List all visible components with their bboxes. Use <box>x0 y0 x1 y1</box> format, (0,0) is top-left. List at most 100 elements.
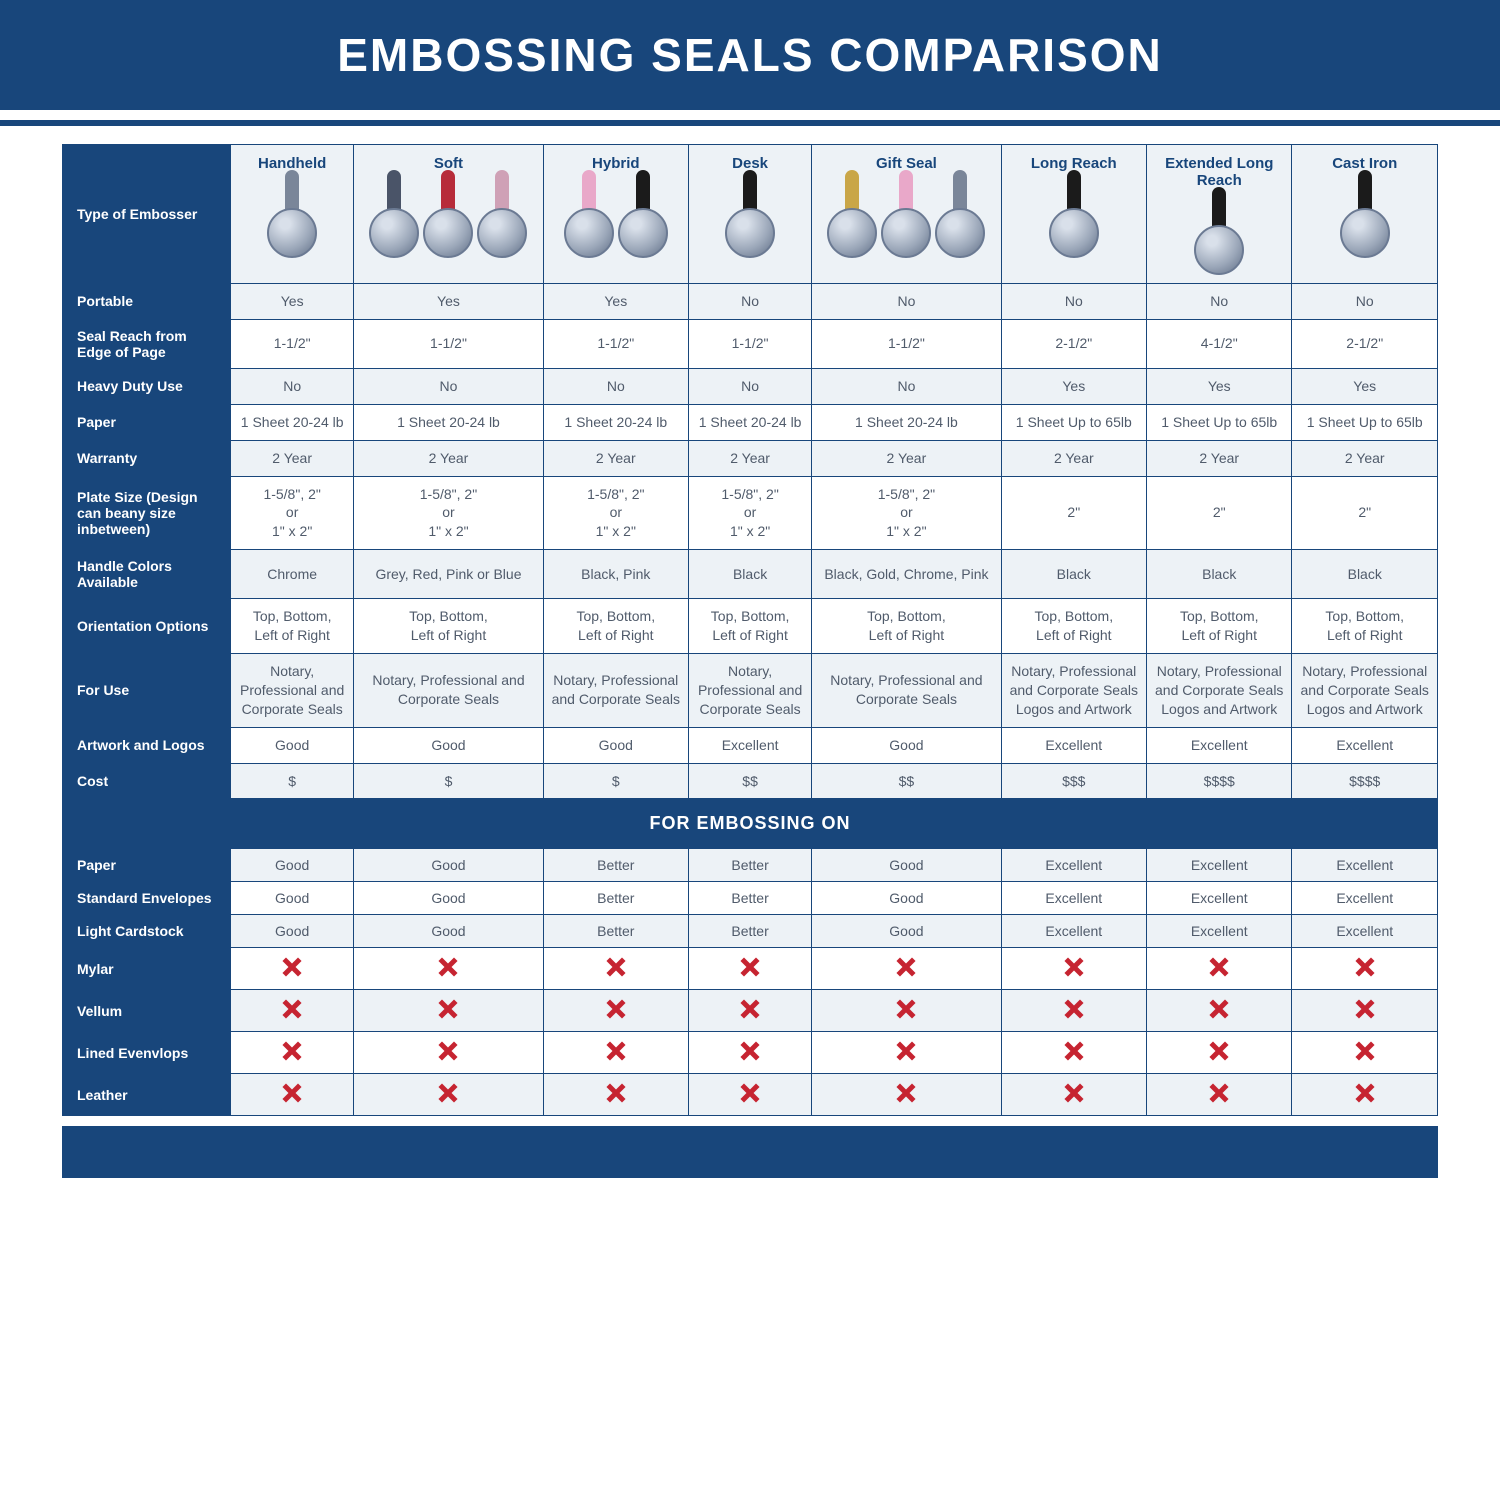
table-cell: 1 Sheet Up to 65lb <box>1292 404 1438 440</box>
table-cell <box>1147 990 1292 1032</box>
table-cell: No <box>354 368 543 404</box>
table-cell: Good <box>812 727 1001 763</box>
table-cell <box>1292 1074 1438 1116</box>
row-header: Leather <box>63 1074 231 1116</box>
table-cell <box>231 1074 354 1116</box>
table-cell: Yes <box>1147 368 1292 404</box>
table-cell: Notary, Professional and Corporate Seals… <box>1147 654 1292 728</box>
table-row: Light CardstockGoodGoodBetterBetterGoodE… <box>63 915 1438 948</box>
table-cell: No <box>1292 284 1438 320</box>
table-cell: Black <box>688 550 811 599</box>
row-header: Orientation Options <box>63 599 231 654</box>
table-cell <box>231 1032 354 1074</box>
row-header: Artwork and Logos <box>63 727 231 763</box>
table-cell: Top, Bottom,Left of Right <box>1292 599 1438 654</box>
table-cell: Notary, Professional and Corporate Seals <box>231 654 354 728</box>
table-cell: Black, Pink <box>543 550 688 599</box>
table-cell: 2 Year <box>688 440 811 476</box>
x-mark-icon <box>895 1040 917 1062</box>
table-cell <box>1147 948 1292 990</box>
table-cell: Good <box>354 882 543 915</box>
embosser-icon <box>360 180 536 258</box>
row-header: Seal Reach from Edge of Page <box>63 319 231 368</box>
x-mark-icon <box>605 1040 627 1062</box>
x-mark-icon <box>895 1082 917 1104</box>
table-cell: 1-5/8", 2"or1" x 2" <box>543 476 688 550</box>
x-mark-icon <box>437 998 459 1020</box>
table-cell <box>688 1032 811 1074</box>
table-cell: Top, Bottom,Left of Right <box>543 599 688 654</box>
table-cell: 1 Sheet Up to 65lb <box>1147 404 1292 440</box>
row-header: Vellum <box>63 990 231 1032</box>
table-row: Orientation Options Top, Bottom,Left of R… <box>63 599 1438 654</box>
x-mark-icon <box>1063 1040 1085 1062</box>
table-cell: Good <box>812 849 1001 882</box>
table-cell: Excellent <box>1292 727 1438 763</box>
row-header: Paper <box>63 849 231 882</box>
table-cell: 4-1/2" <box>1147 319 1292 368</box>
table-cell: Yes <box>231 284 354 320</box>
table-row: Cost$$$$$$$$$$$$$$$$$$ <box>63 763 1438 799</box>
table-cell: Notary, Professional and Corporate Seals <box>688 654 811 728</box>
table-cell: 1 Sheet 20-24 lb <box>543 404 688 440</box>
table-cell: Good <box>231 882 354 915</box>
table-cell: Top, Bottom,Left of Right <box>1147 599 1292 654</box>
table-cell: Good <box>354 849 543 882</box>
table-cell <box>812 1032 1001 1074</box>
table-cell: 2 Year <box>812 440 1001 476</box>
table-row: Lined Evenvlops <box>63 1032 1438 1074</box>
table-cell: 2" <box>1292 476 1438 550</box>
table-row: Plate Size (Design can beany size inbetw… <box>63 476 1438 550</box>
table-cell: 2" <box>1147 476 1292 550</box>
table-cell: Notary, Professional and Corporate Seals… <box>1292 654 1438 728</box>
embosser-icon <box>1298 180 1431 258</box>
table-cell: Notary, Professional and Corporate Seals… <box>1001 654 1146 728</box>
table-cell: Excellent <box>1147 915 1292 948</box>
x-mark-icon <box>437 1040 459 1062</box>
row-header: Plate Size (Design can beany size inbetw… <box>63 476 231 550</box>
column-header: Long Reach <box>1001 145 1146 284</box>
table-cell <box>231 948 354 990</box>
table-cell: 1-5/8", 2"or1" x 2" <box>812 476 1001 550</box>
table-cell <box>812 1074 1001 1116</box>
table-cell: Top, Bottom,Left of Right <box>688 599 811 654</box>
table-cell <box>543 1074 688 1116</box>
table-cell: No <box>1001 284 1146 320</box>
x-mark-icon <box>281 1082 303 1104</box>
table-cell: 1-1/2" <box>354 319 543 368</box>
x-mark-icon <box>895 956 917 978</box>
table-cell: Excellent <box>1292 915 1438 948</box>
x-mark-icon <box>739 956 761 978</box>
table-row: Vellum <box>63 990 1438 1032</box>
table-cell <box>543 1032 688 1074</box>
table-cell <box>688 1074 811 1116</box>
table-cell: 2 Year <box>543 440 688 476</box>
x-mark-icon <box>1208 1082 1230 1104</box>
table-cell: Yes <box>354 284 543 320</box>
embosser-icon <box>1153 197 1285 275</box>
table-cell: 1 Sheet 20-24 lb <box>688 404 811 440</box>
table-header-row: Type of EmbosserHandheldSoftHybridDeskGi… <box>63 145 1438 284</box>
table-cell: Yes <box>1292 368 1438 404</box>
table-cell: No <box>688 368 811 404</box>
table-cell: Better <box>543 849 688 882</box>
row-header: Warranty <box>63 440 231 476</box>
table-cell: Good <box>231 915 354 948</box>
table-cell: $$$$ <box>1292 763 1438 799</box>
table-cell: Good <box>543 727 688 763</box>
table-cell <box>543 948 688 990</box>
x-mark-icon <box>281 956 303 978</box>
table-row: Heavy Duty UseNoNoNoNoNoYesYesYes <box>63 368 1438 404</box>
table-cell: Top, Bottom,Left of Right <box>354 599 543 654</box>
table-row: Standard EnvelopesGoodGoodBetterBetterGo… <box>63 882 1438 915</box>
x-mark-icon <box>1063 1082 1085 1104</box>
comparison-table: Type of EmbosserHandheldSoftHybridDeskGi… <box>62 144 1438 1116</box>
table-cell: 1-1/2" <box>231 319 354 368</box>
table-cell <box>1147 1032 1292 1074</box>
table-row: Handle Colors AvailableChromeGrey, Red, … <box>63 550 1438 599</box>
table-cell: Better <box>688 849 811 882</box>
table-cell: $$ <box>688 763 811 799</box>
table-cell <box>354 948 543 990</box>
table-cell <box>1292 1032 1438 1074</box>
content-area: Type of EmbosserHandheldSoftHybridDeskGi… <box>0 144 1500 1178</box>
